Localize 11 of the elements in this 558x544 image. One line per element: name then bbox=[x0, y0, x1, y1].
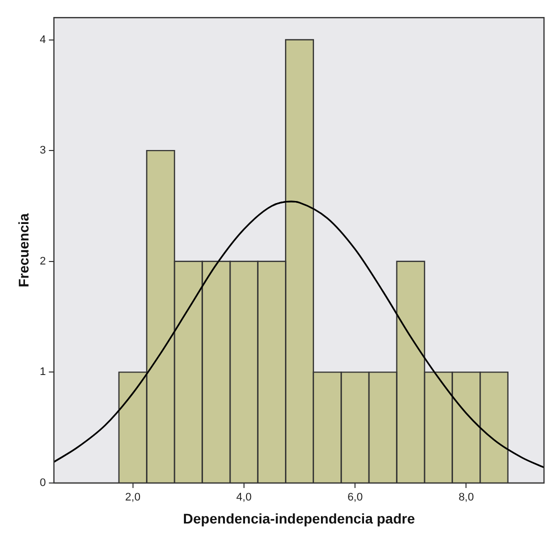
y-tick-label: 0 bbox=[40, 477, 46, 490]
y-axis-title: Frecuencia bbox=[15, 213, 32, 288]
x-tick-label: 6,0 bbox=[347, 492, 363, 504]
x-axis-title: Dependencia-independencia padre bbox=[183, 510, 416, 526]
x-tick-label: 8,0 bbox=[458, 492, 474, 504]
y-tick-label: 2 bbox=[40, 255, 46, 268]
x-tick-label: 4,0 bbox=[236, 492, 252, 504]
x-tick-label: 2,0 bbox=[125, 492, 140, 504]
y-tick-label: 3 bbox=[40, 144, 46, 157]
y-tick-label: 1 bbox=[40, 366, 46, 378]
y-tick-label: 4 bbox=[40, 34, 46, 46]
